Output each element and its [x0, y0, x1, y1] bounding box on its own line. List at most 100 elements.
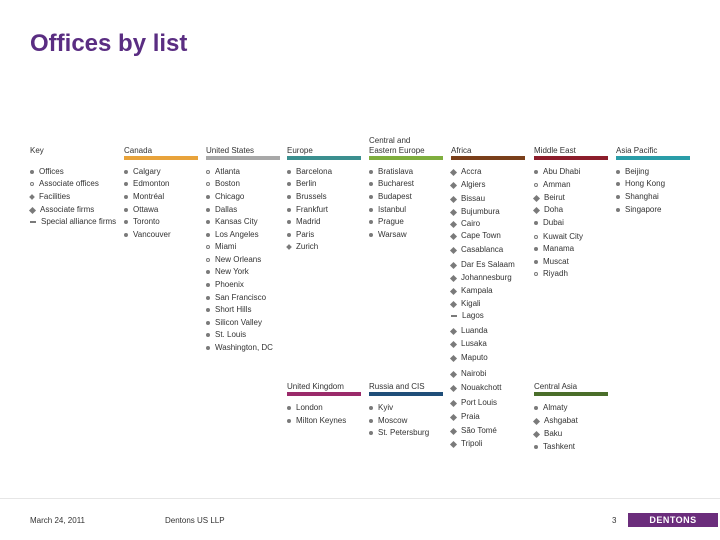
- office-bullet-icon: [369, 419, 373, 423]
- office-bullet-icon: [206, 270, 210, 274]
- office-bullet-icon: [287, 406, 291, 410]
- list-item: Moscow: [369, 416, 407, 426]
- office-bullet-icon: [616, 195, 620, 199]
- office-bullet-icon: [124, 220, 128, 224]
- list-item: Brussels: [287, 192, 327, 202]
- associate-firm-bullet-icon: [449, 195, 458, 203]
- list-item: Amman: [534, 180, 571, 190]
- list-item: Almaty: [534, 403, 567, 413]
- africa-column: Africa: [451, 136, 525, 160]
- asia-pacific-bar: [616, 156, 690, 160]
- list-item: Shanghai: [616, 192, 659, 202]
- office-bullet-icon: [287, 233, 291, 237]
- special-alliance-bullet-icon: [451, 315, 457, 317]
- list-item: Kyiv: [369, 403, 393, 413]
- office-bullet-icon: [369, 195, 373, 199]
- central-eastern-europe-header: Central and Eastern Europe: [369, 136, 425, 155]
- associate-firm-bullet-icon: [449, 300, 458, 308]
- office-bullet-icon: [616, 170, 620, 174]
- list-item: Barcelona: [287, 167, 332, 177]
- canada-bar: [124, 156, 198, 160]
- office-bullet-icon: [369, 233, 373, 237]
- associate-firm-bullet-icon: [28, 206, 37, 214]
- associate-firm-bullet-icon: [449, 340, 458, 348]
- list-item: Accra: [449, 167, 481, 177]
- list-item: New Orleans: [206, 255, 261, 265]
- list-item: Milton Keynes: [287, 416, 346, 426]
- list-item: Tripoli: [449, 439, 482, 449]
- list-item: Toronto: [124, 217, 160, 227]
- list-item: St. Louis: [206, 330, 246, 340]
- europe-header: Europe: [287, 146, 313, 155]
- associate-firm-bullet-icon: [449, 327, 458, 335]
- office-bullet-icon: [206, 308, 210, 312]
- list-item: Bratislava: [369, 167, 413, 177]
- office-bullet-icon: [124, 208, 128, 212]
- list-item: Ottawa: [124, 205, 158, 215]
- office-bullet-icon: [206, 296, 210, 300]
- associate-firm-bullet-icon: [532, 417, 541, 425]
- list-item: Frankfurt: [287, 205, 328, 215]
- list-item: Warsaw: [369, 230, 407, 240]
- middle-east-bar: [534, 156, 608, 160]
- list-item: Bucharest: [369, 179, 414, 189]
- list-item: Paris: [287, 230, 314, 240]
- central-asia-column: Central Asia: [534, 372, 608, 396]
- list-item: Port Louis: [449, 398, 497, 408]
- africa-bar: [451, 156, 525, 160]
- list-item: Atlanta: [206, 167, 240, 177]
- list-item: Praia: [449, 412, 480, 422]
- united-states-bar: [206, 156, 280, 160]
- list-item: Chicago: [206, 192, 244, 202]
- list-item: Beirut: [532, 193, 565, 203]
- key-item: Special alliance firms: [30, 217, 116, 227]
- list-item: Lusaka: [449, 339, 487, 349]
- central-eastern-europe-bar: [369, 156, 443, 160]
- facility-bullet-icon: [29, 194, 35, 200]
- list-item: Los Angeles: [206, 230, 259, 240]
- list-item: São Tomé: [449, 426, 497, 436]
- office-bullet-icon: [124, 233, 128, 237]
- list-item: Riyadh: [534, 269, 568, 279]
- associate-firm-bullet-icon: [449, 370, 458, 378]
- list-item: San Francisco: [206, 293, 266, 303]
- list-item: Cairo: [449, 219, 480, 229]
- office-bullet-icon: [287, 170, 291, 174]
- list-item: Dubai: [534, 218, 564, 228]
- list-item: Muscat: [534, 257, 569, 267]
- associate-firm-bullet-icon: [449, 168, 458, 176]
- list-item: Hong Kong: [616, 179, 665, 189]
- list-item: Short Hills: [206, 305, 251, 315]
- list-item: Kampala: [449, 286, 493, 296]
- list-item: Ashgabat: [532, 416, 578, 426]
- list-item: Edmonton: [124, 179, 169, 189]
- office-bullet-icon: [534, 260, 538, 264]
- office-bullet-icon: [616, 208, 620, 212]
- associate-firm-bullet-icon: [532, 194, 541, 202]
- associate-office-bullet-icon: [534, 272, 538, 276]
- list-item: Maputo: [449, 353, 488, 363]
- office-bullet-icon: [206, 321, 210, 325]
- list-item: Tashkent: [534, 442, 575, 452]
- office-bullet-icon: [534, 406, 538, 410]
- office-bullet-icon: [369, 170, 373, 174]
- list-item: Montréal: [124, 192, 164, 202]
- central-eastern-europe-column: Central and Eastern Europe: [369, 136, 443, 160]
- list-item: Prague: [369, 217, 404, 227]
- list-item: Doha: [532, 205, 563, 215]
- office-bullet-icon: [206, 333, 210, 337]
- associate-firm-bullet-icon: [449, 399, 458, 407]
- associate-firm-bullet-icon: [449, 208, 458, 216]
- associate-firm-bullet-icon: [449, 274, 458, 282]
- list-item: Silicon Valley: [206, 318, 262, 328]
- dentons-logo: DENTONS: [628, 513, 718, 527]
- facility-bullet-icon: [286, 244, 292, 250]
- united-kingdom-header: United Kingdom: [287, 382, 344, 391]
- list-item: Nairobi: [449, 369, 486, 379]
- africa-header: Africa: [451, 146, 472, 155]
- associate-office-bullet-icon: [534, 183, 538, 187]
- list-item: London: [287, 403, 323, 413]
- list-item: Calgary: [124, 167, 161, 177]
- united-states-header: United States: [206, 146, 255, 155]
- associate-firm-bullet-icon: [449, 384, 458, 392]
